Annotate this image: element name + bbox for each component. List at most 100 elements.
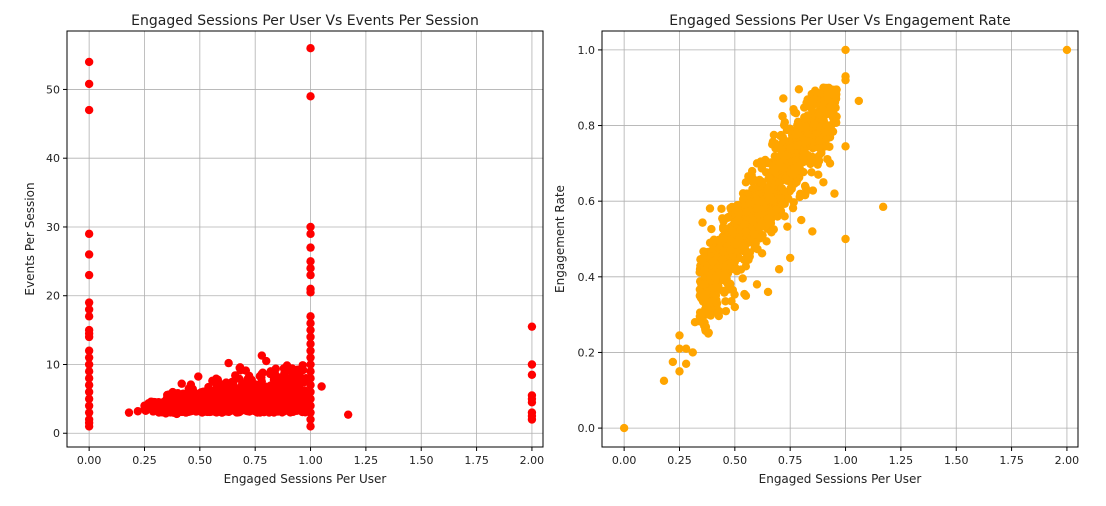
- right-point: [735, 234, 744, 244]
- left-point: [271, 393, 281, 402]
- right-y-tick-label: 0.2: [578, 346, 596, 359]
- right-y-tick-label: 0.0: [578, 422, 596, 435]
- left-point: [244, 405, 254, 414]
- right-point: [776, 131, 785, 141]
- right-point: [697, 280, 706, 289]
- right-point: [762, 237, 771, 246]
- right-point: [808, 106, 817, 115]
- right-point: [763, 185, 773, 195]
- left-point: [224, 358, 233, 368]
- left-point: [306, 422, 315, 431]
- left-point: [180, 394, 190, 404]
- right-point: [814, 110, 824, 119]
- left-point: [306, 353, 315, 362]
- left-point: [306, 367, 315, 376]
- right-point: [794, 85, 804, 94]
- left-point: [258, 368, 267, 377]
- left-point: [306, 394, 315, 404]
- right-point: [708, 283, 717, 293]
- left-x-tick-label: 0.25: [132, 454, 157, 467]
- right-point: [763, 287, 773, 297]
- left-point: [306, 229, 315, 239]
- left-point: [273, 380, 282, 390]
- left-point: [84, 408, 94, 417]
- right-point: [752, 204, 762, 213]
- left-point: [151, 398, 160, 407]
- left-point: [84, 298, 94, 307]
- right-point: [708, 244, 718, 254]
- left-point: [191, 404, 200, 414]
- left-point: [269, 408, 279, 417]
- right-point: [757, 249, 767, 258]
- right-point: [770, 166, 779, 176]
- right-point: [792, 128, 802, 138]
- left-x-tick-label: 1.00: [298, 454, 323, 467]
- left-point: [290, 367, 300, 376]
- right-chart-title: Engaged Sessions Per User Vs Engagement …: [669, 13, 1010, 29]
- right-point: [792, 177, 801, 187]
- right-point: [719, 234, 728, 244]
- right-point: [742, 207, 751, 217]
- right-point: [619, 423, 629, 433]
- right-point: [779, 94, 788, 103]
- left-x-tick-label: 2.00: [520, 454, 545, 467]
- right-point: [779, 151, 788, 160]
- right-point: [675, 331, 684, 340]
- right-x-tick-label: 1.50: [944, 454, 969, 467]
- left-plot-frame: [66, 30, 544, 448]
- left-x-tick-label: 1.75: [464, 454, 489, 467]
- left-point: [169, 408, 178, 417]
- right-point: [808, 227, 817, 236]
- left-point: [250, 401, 260, 410]
- right-point: [779, 186, 789, 196]
- right-point: [755, 175, 764, 185]
- right-y-tick-label: 1.0: [578, 44, 596, 57]
- left-point: [195, 391, 205, 400]
- left-point: [266, 367, 275, 376]
- left-point: [306, 288, 315, 297]
- right-point: [738, 274, 747, 283]
- right-point: [774, 159, 784, 168]
- left-scatter-chart: Engaged Sessions Per User Vs Events Per …: [23, 13, 544, 486]
- right-y-axis-label: Engagement Rate: [553, 185, 567, 293]
- left-point: [84, 380, 94, 390]
- left-point: [527, 370, 537, 380]
- right-point: [721, 306, 731, 316]
- right-point: [841, 45, 850, 55]
- right-point: [767, 228, 776, 237]
- right-point: [719, 272, 728, 282]
- left-point: [306, 92, 315, 101]
- right-point: [841, 142, 850, 151]
- right-point: [791, 168, 800, 177]
- right-point: [823, 127, 832, 136]
- left-point: [213, 375, 223, 384]
- right-point: [819, 178, 828, 187]
- left-point: [84, 312, 94, 321]
- right-point: [720, 224, 729, 233]
- left-point: [306, 270, 315, 280]
- left-point: [279, 397, 288, 406]
- left-point: [225, 400, 234, 410]
- right-point: [741, 227, 751, 236]
- right-point: [739, 194, 748, 204]
- left-point: [256, 406, 265, 415]
- left-point: [278, 405, 288, 414]
- right-point: [785, 253, 795, 263]
- right-point: [768, 137, 778, 146]
- right-point: [795, 159, 805, 169]
- left-point: [306, 360, 315, 369]
- left-point: [235, 363, 244, 373]
- right-point: [780, 212, 789, 221]
- left-point: [266, 400, 276, 409]
- left-point: [306, 380, 315, 390]
- right-point: [757, 219, 766, 229]
- right-point: [715, 307, 724, 316]
- right-point: [717, 255, 727, 264]
- right-point: [810, 119, 819, 128]
- left-point: [84, 305, 94, 314]
- right-point: [731, 265, 740, 274]
- left-point: [84, 270, 94, 280]
- left-point: [527, 398, 537, 407]
- right-point: [759, 203, 769, 212]
- right-point: [778, 199, 788, 208]
